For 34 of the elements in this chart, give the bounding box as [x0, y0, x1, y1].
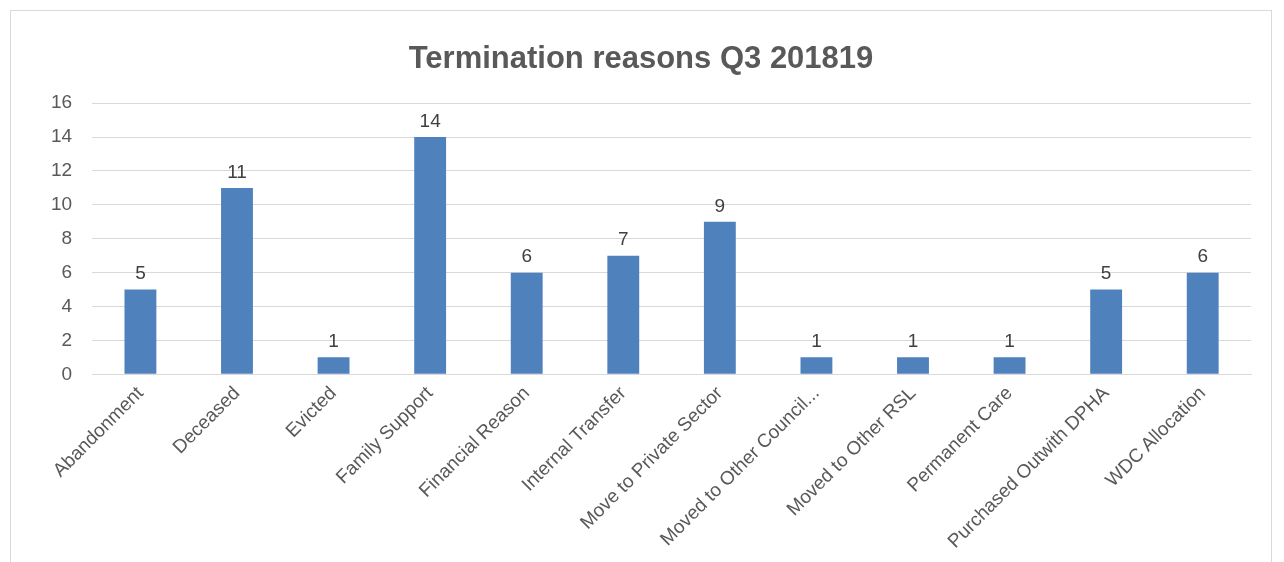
data-label: 5	[1100, 262, 1112, 284]
y-tick-label: 16	[50, 91, 73, 113]
bar	[897, 357, 929, 374]
y-tick-label: 0	[61, 362, 73, 384]
bar	[800, 357, 833, 374]
bar	[993, 357, 1026, 374]
y-tick-label: 2	[61, 328, 73, 350]
data-label: 6	[521, 245, 532, 267]
y-tick-label: 12	[50, 159, 73, 181]
data-label: 9	[714, 194, 726, 216]
bar	[317, 357, 350, 374]
bar	[221, 187, 253, 374]
data-label: 1	[907, 330, 919, 352]
data-label: 14	[419, 109, 442, 131]
chart-title: Termination reasons Q3 201819	[408, 40, 874, 76]
bar	[1186, 272, 1219, 374]
data-label: 1	[328, 330, 339, 352]
data-label: 11	[227, 160, 247, 182]
bar	[703, 221, 736, 374]
bar	[510, 272, 543, 374]
y-tick-label: 6	[61, 260, 73, 282]
y-tick-label: 8	[61, 226, 73, 248]
data-label: 5	[135, 262, 146, 284]
bar	[414, 137, 447, 374]
y-tick-label: 14	[50, 125, 73, 147]
bar	[607, 255, 640, 374]
y-tick-label: 4	[61, 294, 73, 316]
y-tick-label: 10	[50, 193, 73, 215]
data-label: 1	[1004, 330, 1015, 352]
bar	[124, 289, 157, 374]
data-label: 1	[811, 330, 822, 352]
bar	[1090, 289, 1123, 374]
data-label: 6	[1197, 245, 1208, 267]
data-label: 7	[617, 228, 629, 250]
